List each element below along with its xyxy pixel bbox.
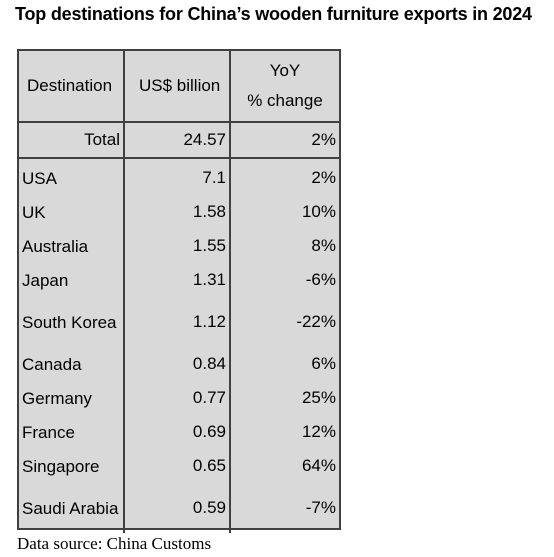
destination-cell: Japan [19,263,125,297]
yoy-cell: 64% [301,456,336,475]
data-source-note: Data source: China Customs [17,534,212,553]
destination-cell: Saudi Arabia [19,483,125,533]
value-cell: 1.55 [124,229,231,263]
table-row: Singapore 0.65 64% [19,449,339,483]
data-table-container: Destination US$ billion YoY % change Tot… [17,49,341,533]
table-row: UK 1.58 10% [19,195,339,229]
destination-cell: France [19,415,125,449]
table-row: USA 7.1 2% [19,158,339,195]
yoy-cell: 8% [311,236,336,255]
destination-cell: South Korea [19,297,125,347]
yoy-cell: -6% [305,270,336,289]
destination-cell: USA [19,158,125,195]
table-row: France 0.69 12% [19,415,339,449]
destination-cell: UK [19,195,125,229]
header-yoy: YoY % change [230,51,339,123]
value-cell: 0.59 [124,483,231,533]
yoy-cell: 12% [301,422,336,441]
yoy-cell: 6% [311,354,336,373]
yoy-cell: -7% [305,498,336,517]
table-body: USA 7.1 2% UK 1.58 10% Australia 1.55 8% Japan 1.3… [19,158,339,533]
value-cell: 7.1 [124,158,231,195]
header-row: Destination US$ billion YoY % change [19,51,339,123]
yoy-cell: 2% [311,168,336,187]
table-row: Canada 0.84 6% [19,347,339,381]
value-cell: 1.31 [124,263,231,297]
table-row: Australia 1.55 8% [19,229,339,263]
destination-cell: Singapore [19,449,125,483]
value-cell: 0.65 [124,449,231,483]
table-total: Total 24.57 2% [19,122,339,159]
total-value: 24.57 [124,122,231,159]
value-cell: 1.12 [124,297,231,347]
total-label: Total [19,122,125,159]
table-row: Saudi Arabia 0.59 -7% [19,483,339,533]
table-row: Japan 1.31 -6% [19,263,339,297]
header-destination: Destination [19,51,125,123]
header-yoy-line2: % change [247,91,323,110]
value-cell: 0.69 [124,415,231,449]
yoy-cell: 10% [301,202,336,221]
destination-cell: Germany [19,381,125,415]
value-cell: 0.77 [124,381,231,415]
header-yoy-line1: YoY [269,61,301,80]
value-cell: 1.58 [124,195,231,229]
yoy-cell: -22% [296,312,336,331]
destination-cell: Canada [19,347,125,381]
destination-cell: Australia [19,229,125,263]
yoy-cell: 25% [301,388,336,407]
header-value: US$ billion [124,51,231,123]
total-yoy: 2% [230,122,339,159]
value-cell: 0.84 [124,347,231,381]
table-header: Destination US$ billion YoY % change [19,51,339,123]
table-row: South Korea 1.12 -22% [19,297,339,347]
data-table: Destination US$ billion YoY % change Tot… [19,51,339,533]
table-row: Germany 0.77 25% [19,381,339,415]
total-row: Total 24.57 2% [19,122,339,159]
chart-title: Top destinations for China’s wooden furn… [15,4,532,24]
